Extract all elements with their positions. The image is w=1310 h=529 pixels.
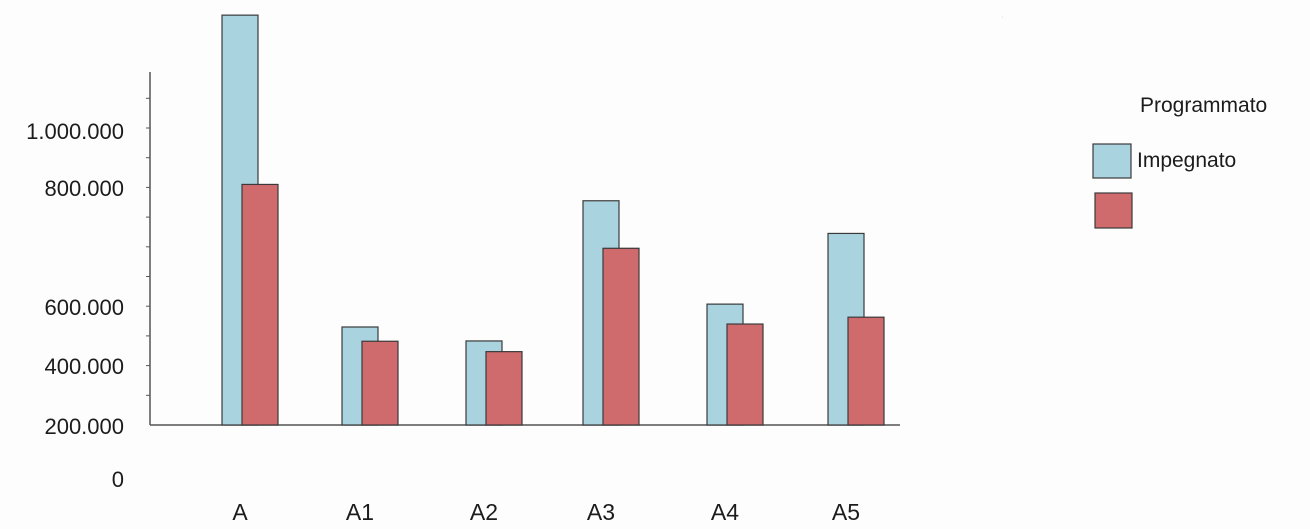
x-category-label: A2 [470,499,498,525]
y-tick-label: 800.000 [44,176,124,201]
y-tick-label: 400.000 [44,354,124,379]
y-tick-label: 600.000 [44,295,124,320]
legend-label-impegnato: Impegnato [1137,149,1236,172]
y-tick-label: 0 [112,467,124,492]
ghost-text-1: · [1000,8,1005,25]
bar-impegnato-a3 [602,247,640,426]
x-category-label: A1 [346,499,374,525]
bar-impegnato-a [241,183,279,426]
y-tick-labels: 0 200.000 400.000 600.000 800.000 1.000.000 [26,119,124,492]
chart-bars [221,14,885,426]
x-category-labels: A A1 A2 A3 A4 A5 [232,499,860,525]
x-category-label: A4 [711,499,739,525]
x-category-label: A5 [832,499,860,525]
x-category-label: A3 [587,499,615,525]
bar-impegnato-a1 [361,340,399,426]
chart-legend: Programmato Impegnato [1092,94,1267,229]
legend-swatch-programmato [1092,143,1132,179]
bar-impegnato-a4 [726,323,764,426]
legend-swatch-impegnato [1094,192,1133,229]
y-tick-label: 200.000 [44,414,124,439]
bar-impegnato-a5 [847,316,885,426]
bar-impegnato-a2 [485,351,523,426]
x-category-label: A [232,499,248,525]
legend-label-programmato: Programmato [1140,94,1267,117]
y-tick-label: 1.000.000 [26,119,124,144]
